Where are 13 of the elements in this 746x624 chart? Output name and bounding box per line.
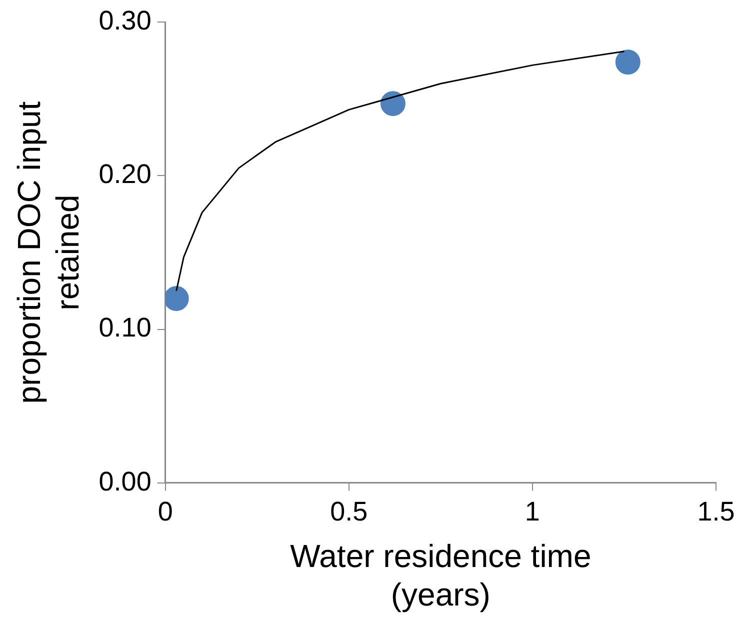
point	[165, 286, 189, 312]
x-tick-label: 0	[158, 496, 173, 526]
x-tick-label: 1.5	[697, 496, 735, 526]
x-tick-label: 0.5	[330, 496, 368, 526]
y-axis-title: proportion DOC input retained	[11, 101, 86, 404]
y-tick-label: 0.10	[98, 312, 152, 343]
y-tick-label: 0.00	[98, 466, 152, 496]
point	[615, 50, 640, 75]
point	[380, 91, 406, 116]
y-tick-label: 0.30	[98, 6, 152, 36]
x-tick-label: 1	[524, 496, 540, 526]
y-tick-label: 0.20	[98, 159, 152, 190]
x-axis-title: Water residence time (years)	[290, 538, 592, 613]
